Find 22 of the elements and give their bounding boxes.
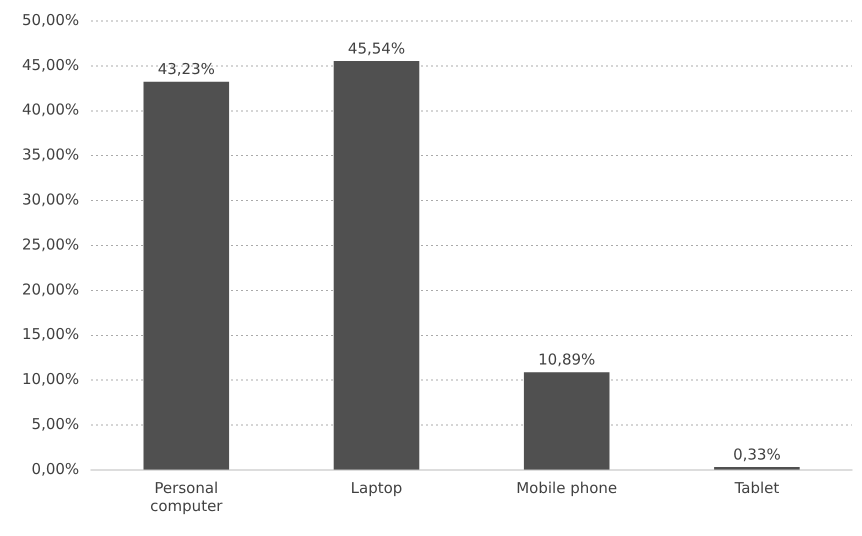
data-label: 45,54% (348, 39, 406, 58)
x-tick-label: Tablet (734, 478, 780, 497)
y-tick-label: 0,00% (32, 460, 80, 478)
data-label: 43,23% (158, 60, 215, 78)
y-tick-label: 10,00% (22, 370, 80, 388)
y-tick-label: 20,00% (22, 280, 80, 298)
y-tick-label: 35,00% (22, 146, 80, 164)
bar (144, 82, 230, 470)
y-tick-label: 30,00% (22, 190, 80, 208)
y-tick-label: 25,00% (22, 235, 80, 254)
x-tick-label: Mobile phone (516, 478, 618, 497)
bar (524, 372, 610, 470)
x-tick-label: Personal computer (150, 478, 224, 515)
x-tick-label: Laptop (350, 478, 402, 497)
data-label: 10,89% (538, 350, 596, 369)
y-tick-label: 40,00% (22, 100, 80, 119)
y-tick-label: 15,00% (22, 325, 80, 344)
y-tick-label: 45,00% (22, 56, 80, 74)
bar (334, 61, 420, 470)
data-label: 0,33% (733, 445, 781, 464)
y-tick-label: 5,00% (32, 414, 80, 433)
y-tick-label: 50,00% (22, 10, 80, 29)
